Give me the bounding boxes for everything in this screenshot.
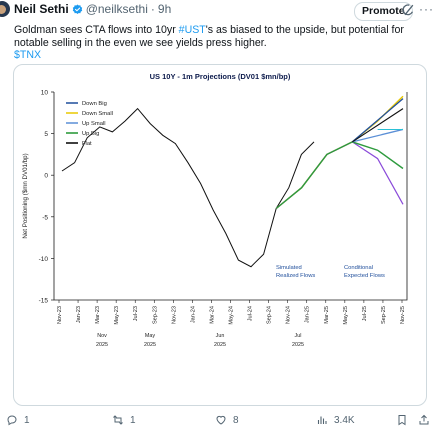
- series-line-history: [61, 107, 315, 268]
- like-button[interactable]: 8: [215, 414, 239, 426]
- verified-badge-icon: [72, 4, 82, 14]
- x-date-label: 2025: [214, 342, 226, 348]
- reply-button[interactable]: 1: [6, 414, 30, 426]
- x-tick-label: Jan-23: [76, 306, 82, 323]
- author-name[interactable]: Neil Sethi: [14, 2, 69, 16]
- annotation-label: Conditional: [344, 265, 373, 271]
- cashtag-link[interactable]: $TNX: [14, 49, 42, 61]
- annotation-label: Expected Flows: [344, 273, 385, 279]
- y-tick-label: 0: [44, 173, 48, 180]
- x-tick-label: Jul-24: [248, 306, 254, 321]
- series-line-up-small: [352, 128, 404, 143]
- header-separator: ·: [150, 2, 155, 16]
- grok-icon[interactable]: [401, 3, 415, 17]
- repost-button[interactable]: 1: [112, 414, 136, 426]
- x-date-label: Jun: [216, 333, 225, 339]
- x-tick-label: Mar-25: [324, 306, 330, 324]
- y-tick-label: -15: [39, 298, 49, 305]
- bookmark-icon: [398, 415, 406, 426]
- annotation-label: Realized Flows: [276, 273, 315, 279]
- repost-icon: [113, 415, 123, 425]
- y-tick-label: 5: [44, 131, 48, 138]
- x-tick-label: Sep-23: [152, 306, 158, 324]
- x-date-label: Jul: [295, 333, 302, 339]
- y-tick-label: -5: [42, 214, 48, 221]
- tweet-text: Goldman sees CTA flows into 10yr #UST's …: [14, 24, 426, 50]
- legend-label: Up Small: [82, 121, 106, 127]
- hashtag-link[interactable]: #UST: [178, 24, 206, 36]
- legend-label: Down Small: [82, 111, 113, 117]
- y-axis-label: Net Positioning ($mn DV01/bp): [22, 153, 29, 238]
- x-date-label: 2025: [292, 342, 304, 348]
- x-date-label: 2025: [96, 342, 108, 348]
- x-tick-label: May-23: [114, 306, 120, 325]
- promote-button[interactable]: Promote: [354, 2, 413, 21]
- views-icon: [317, 416, 327, 424]
- x-tick-label: May-25: [343, 306, 349, 325]
- x-tick-label: Jan-25: [305, 306, 311, 323]
- views-count: 3.4K: [334, 414, 355, 426]
- x-tick-label: Nov-23: [171, 306, 177, 324]
- series-line-down-small: [275, 95, 404, 210]
- series-line-down-big: [351, 98, 404, 143]
- reply-count: 1: [24, 414, 30, 426]
- x-tick-label: Jul-23: [133, 306, 139, 321]
- tweet-timestamp[interactable]: 9h: [157, 2, 172, 16]
- legend-label: Up Big: [82, 131, 99, 137]
- x-date-label: 2025: [144, 342, 156, 348]
- x-date-label: Nov: [97, 333, 107, 339]
- chart-title: US 10Y - 1m Projections (DV01 $mn/bp): [150, 72, 291, 81]
- more-options-button[interactable]: ···: [419, 2, 434, 16]
- author-avatar[interactable]: [0, 1, 10, 17]
- tweet-header: Neil Sethi @neilksethi · 9h: [14, 0, 171, 18]
- series-line-up-big: [275, 141, 404, 210]
- share-icon: [419, 414, 429, 425]
- legend-label: Down Big: [82, 101, 107, 107]
- legend-label: Flat: [82, 141, 92, 147]
- reply-icon: [7, 415, 17, 426]
- series-line-purple-band: [275, 141, 404, 209]
- chart-figure: US 10Y - 1m Projections (DV01 $mn/bp) 10 5…: [22, 72, 408, 348]
- tweet-text-part: 's as biased to the upside, but potentia…: [14, 24, 404, 49]
- like-count: 8: [233, 414, 239, 426]
- x-date-label: May: [145, 333, 155, 339]
- x-tick-label: Jul-25: [362, 306, 368, 321]
- bookmark-button[interactable]: [396, 414, 408, 426]
- views-button[interactable]: 3.4K: [316, 414, 355, 426]
- x-tick-label: Nov-25: [400, 306, 406, 324]
- y-tick-label: 10: [41, 90, 49, 97]
- x-tick-label: Sep-25: [381, 306, 387, 324]
- annotation-label: Simulated: [276, 265, 302, 271]
- y-tick-label: -10: [39, 256, 49, 263]
- x-tick-label: Mar-23: [95, 306, 101, 324]
- heart-icon: [216, 415, 226, 425]
- tweet-text-part: Goldman sees CTA flows into 10yr: [14, 24, 179, 36]
- x-tick-label: Nov-24: [286, 306, 292, 324]
- x-tick-label: Mar-24: [209, 306, 215, 324]
- tweet-actions: 1 1 8 3.4K: [0, 414, 435, 432]
- x-tick-label: Sep-24: [267, 306, 273, 324]
- repost-count: 1: [130, 414, 136, 426]
- chart-media[interactable]: US 10Y - 1m Projections (DV01 $mn/bp) 10 5…: [13, 64, 427, 406]
- x-tick-label: May-24: [229, 306, 235, 325]
- share-button[interactable]: [418, 414, 430, 426]
- x-tick-label: Jan-24: [190, 306, 196, 323]
- series-line-flat: [351, 108, 404, 143]
- x-tick-label: Nov-23: [57, 306, 63, 324]
- author-handle[interactable]: @neilksethi: [85, 2, 148, 16]
